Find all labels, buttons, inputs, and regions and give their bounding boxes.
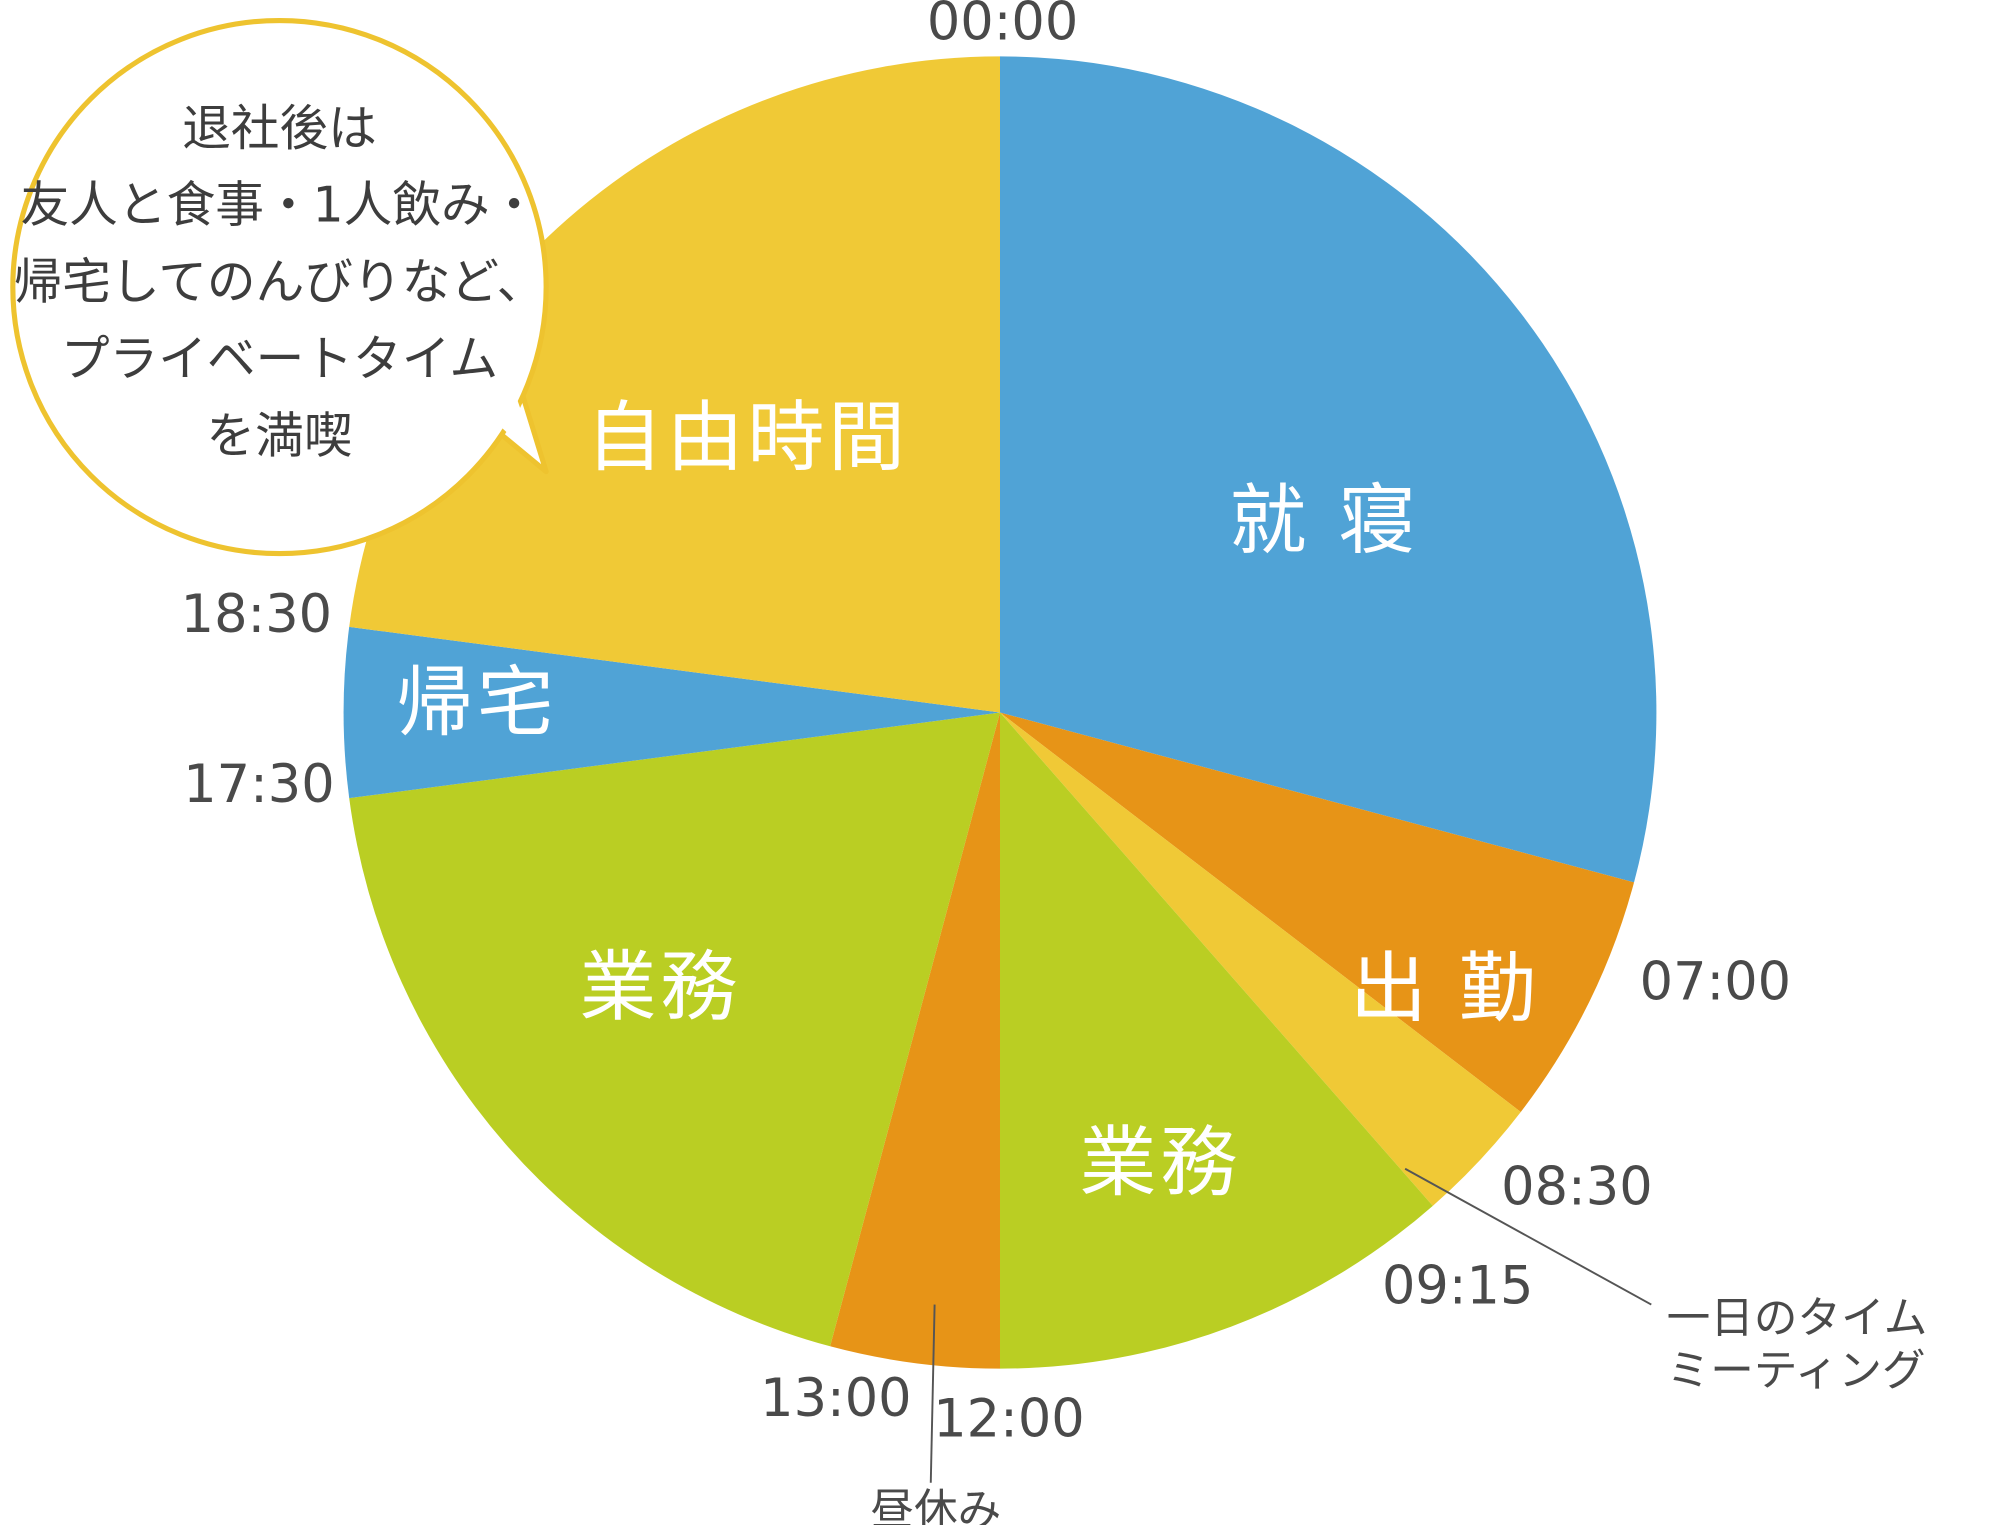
pie-slice-free-time	[349, 56, 1000, 713]
annotation-lunch: 昼休み	[871, 1486, 1002, 1525]
time-label-0915: 09:15	[1382, 1255, 1533, 1316]
pie-slice-return-home	[343, 626, 1000, 799]
meeting-leader-line	[1404, 1167, 1652, 1306]
pie-slices	[343, 56, 1657, 1369]
time-label-0830: 08:30	[1501, 1157, 1652, 1218]
pie-slice-work-morning	[1000, 712, 1433, 1369]
pie-slice-sleep	[1000, 56, 1657, 883]
pie-slice-meeting	[1000, 712, 1521, 1206]
callout-bubble: 退社後は 友人と食事・1人飲み・ 帰宅してのんびりなど、 プライベートタイム を…	[10, 17, 549, 557]
slice-label-work-afternoon: 業務	[579, 944, 741, 1033]
annotation-meeting-line-2: ミーティング	[1667, 1346, 1926, 1396]
slice-label-work-morning: 業務	[1079, 1119, 1241, 1208]
annotation-meeting-line-1: 一日のタイム	[1667, 1294, 1928, 1344]
lunch-leader-line	[929, 1304, 936, 1483]
pie-slice-work-afternoon	[349, 712, 1000, 1347]
pie-slice-lunch	[830, 712, 1000, 1369]
callout-line-2: 友人と食事・1人飲み・	[21, 178, 539, 234]
slice-label-sleep: 就 寝	[1229, 477, 1419, 566]
time-label-1300: 13:00	[760, 1368, 911, 1429]
time-label-1200: 12:00	[933, 1389, 1084, 1450]
slice-label-commute: 出 勤	[1350, 945, 1540, 1034]
callout-line-5: を満喫	[206, 408, 352, 464]
time-label-1830: 18:30	[181, 584, 332, 645]
time-label-0000: 00:00	[927, 0, 1078, 53]
slice-label-return-home: 帰宅	[396, 659, 558, 748]
callout-bubble-tail-cover	[492, 379, 539, 462]
time-label-0700: 07:00	[1640, 952, 1791, 1013]
callout-bubble-circle	[10, 17, 549, 557]
pie-slice-commute	[1000, 712, 1635, 1112]
callout-line-1: 退社後は	[182, 101, 377, 157]
callout-line-3: 帰宅してのんびりなど、	[14, 255, 546, 311]
time-label-1730: 17:30	[183, 754, 334, 815]
slice-label-free-time: 自由時間	[586, 394, 909, 483]
callout-line-4: プライベートタイム	[61, 331, 498, 387]
